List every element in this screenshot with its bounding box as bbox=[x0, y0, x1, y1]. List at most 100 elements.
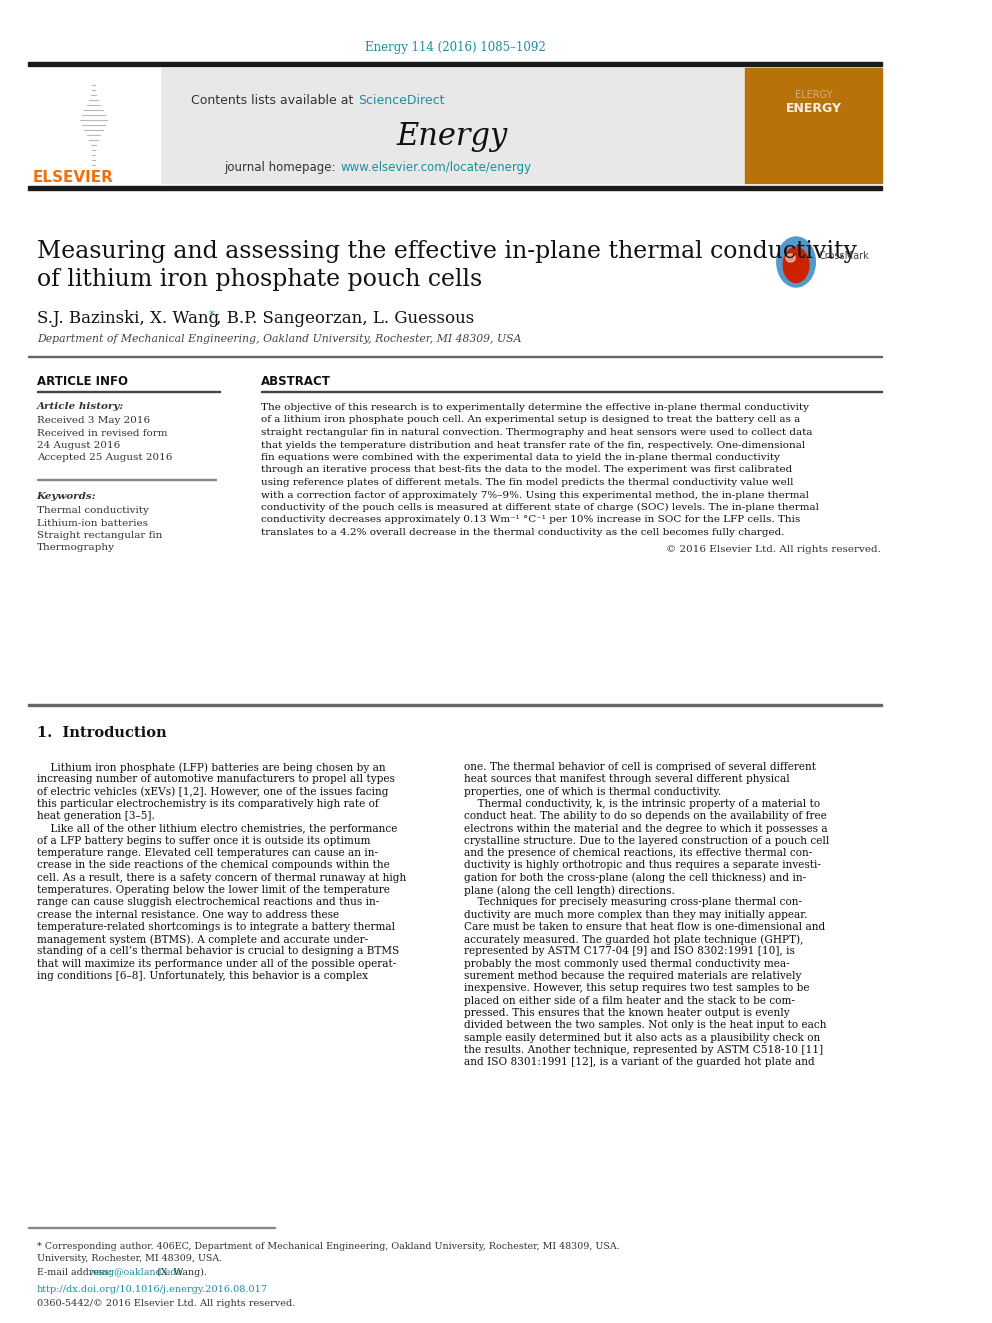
Text: Like all of the other lithium electro chemistries, the performance: Like all of the other lithium electro ch… bbox=[37, 823, 397, 833]
Text: management system (BTMS). A complete and accurate under-: management system (BTMS). A complete and… bbox=[37, 934, 368, 945]
Text: through an iterative process that best-fits the data to the model. The experimen: through an iterative process that best-f… bbox=[261, 466, 793, 475]
Text: wang@oakland.edu: wang@oakland.edu bbox=[89, 1267, 184, 1277]
Text: crystalline structure. Due to the layered construction of a pouch cell: crystalline structure. Due to the layere… bbox=[464, 836, 829, 845]
Text: fin equations were combined with the experimental data to yield the in-plane the: fin equations were combined with the exp… bbox=[261, 452, 781, 462]
Text: Department of Mechanical Engineering, Oakland University, Rochester, MI 48309, U: Department of Mechanical Engineering, Oa… bbox=[37, 333, 521, 344]
Ellipse shape bbox=[784, 247, 808, 283]
Text: Care must be taken to ensure that heat flow is one-dimensional and: Care must be taken to ensure that heat f… bbox=[464, 922, 825, 931]
Text: ing conditions [6–8]. Unfortunately, this behavior is a complex: ing conditions [6–8]. Unfortunately, thi… bbox=[37, 971, 368, 982]
Bar bbox=[28, 62, 882, 66]
Text: ELSEVIER: ELSEVIER bbox=[33, 171, 114, 185]
Text: translates to a 4.2% overall decrease in the thermal conductivity as the cell be: translates to a 4.2% overall decrease in… bbox=[261, 528, 785, 537]
Text: Keywords:: Keywords: bbox=[37, 492, 96, 501]
Text: www.elsevier.com/locate/energy: www.elsevier.com/locate/energy bbox=[340, 161, 532, 175]
Text: that will maximize its performance under all of the possible operat-: that will maximize its performance under… bbox=[37, 959, 396, 968]
Text: heat generation [3–5].: heat generation [3–5]. bbox=[37, 811, 155, 822]
Text: gation for both the cross-plane (along the cell thickness) and in-: gation for both the cross-plane (along t… bbox=[464, 873, 806, 884]
Text: S.J. Bazinski, X. Wang: S.J. Bazinski, X. Wang bbox=[37, 310, 219, 327]
Text: E-mail address:: E-mail address: bbox=[37, 1267, 115, 1277]
Text: surement method because the required materials are relatively: surement method because the required mat… bbox=[464, 971, 802, 982]
Bar bbox=[28, 187, 882, 191]
Text: Contents lists available at: Contents lists available at bbox=[191, 94, 358, 106]
Text: ARTICLE INFO: ARTICLE INFO bbox=[37, 374, 128, 388]
Text: conductivity of the pouch cells is measured at different state of charge (SOC) l: conductivity of the pouch cells is measu… bbox=[261, 503, 819, 512]
Text: Thermal conductivity: Thermal conductivity bbox=[37, 505, 149, 515]
Text: with a correction factor of approximately 7%–9%. Using this experimental method,: with a correction factor of approximatel… bbox=[261, 491, 809, 500]
Text: range can cause sluggish electrochemical reactions and thus in-: range can cause sluggish electrochemical… bbox=[37, 897, 379, 908]
Text: 1.  Introduction: 1. Introduction bbox=[37, 726, 167, 740]
Text: 24 August 2016: 24 August 2016 bbox=[37, 441, 120, 450]
Ellipse shape bbox=[786, 254, 796, 262]
Text: divided between the two samples. Not only is the heat input to each: divided between the two samples. Not onl… bbox=[464, 1020, 826, 1031]
Text: Energy 114 (2016) 1085–1092: Energy 114 (2016) 1085–1092 bbox=[364, 41, 546, 54]
Text: Article history:: Article history: bbox=[37, 402, 124, 411]
Text: this particular electrochemistry is its comparatively high rate of: this particular electrochemistry is its … bbox=[37, 799, 378, 808]
Text: of lithium iron phosphate pouch cells: of lithium iron phosphate pouch cells bbox=[37, 269, 482, 291]
Text: placed on either side of a film heater and the stack to be com-: placed on either side of a film heater a… bbox=[464, 996, 795, 1005]
Text: electrons within the material and the degree to which it possesses a: electrons within the material and the de… bbox=[464, 823, 827, 833]
Text: Techniques for precisely measuring cross-plane thermal con-: Techniques for precisely measuring cross… bbox=[464, 897, 803, 908]
Text: (X. Wang).: (X. Wang). bbox=[154, 1267, 207, 1277]
Text: temperatures. Operating below the lower limit of the temperature: temperatures. Operating below the lower … bbox=[37, 885, 390, 894]
Text: conduct heat. The ability to do so depends on the availability of free: conduct heat. The ability to do so depen… bbox=[464, 811, 826, 822]
Bar bbox=[745, 67, 882, 183]
Text: , B.P. Sangeorzan, L. Guessous: , B.P. Sangeorzan, L. Guessous bbox=[216, 310, 475, 327]
Text: temperature range. Elevated cell temperatures can cause an in-: temperature range. Elevated cell tempera… bbox=[37, 848, 378, 859]
Ellipse shape bbox=[777, 237, 815, 287]
Bar bbox=[161, 67, 745, 183]
Text: * Corresponding author. 406EC, Department of Mechanical Engineering, Oakland Uni: * Corresponding author. 406EC, Departmen… bbox=[37, 1242, 619, 1252]
Text: cell. As a result, there is a safety concern of thermal runaway at high: cell. As a result, there is a safety con… bbox=[37, 873, 406, 882]
Text: temperature-related shortcomings is to integrate a battery thermal: temperature-related shortcomings is to i… bbox=[37, 922, 395, 931]
Text: conductivity decreases approximately 0.13 Wm⁻¹ °C⁻¹ per 10% increase in SOC for : conductivity decreases approximately 0.1… bbox=[261, 516, 801, 524]
Text: ABSTRACT: ABSTRACT bbox=[261, 374, 331, 388]
Text: Lithium-ion batteries: Lithium-ion batteries bbox=[37, 519, 148, 528]
Text: increasing number of automotive manufacturers to propel all types: increasing number of automotive manufact… bbox=[37, 774, 395, 785]
Text: Straight rectangular fin: Straight rectangular fin bbox=[37, 531, 162, 540]
Text: one. The thermal behavior of cell is comprised of several different: one. The thermal behavior of cell is com… bbox=[464, 762, 816, 773]
Text: Thermal conductivity, k, is the intrinsic property of a material to: Thermal conductivity, k, is the intrinsi… bbox=[464, 799, 820, 808]
Text: standing of a cell’s thermal behavior is crucial to designing a BTMS: standing of a cell’s thermal behavior is… bbox=[37, 946, 399, 957]
Text: ENERGY: ENERGY bbox=[786, 102, 841, 115]
Bar bbox=[28, 704, 882, 706]
Text: journal homepage:: journal homepage: bbox=[224, 161, 339, 175]
Bar bbox=[28, 67, 161, 183]
Text: http://dx.doi.org/10.1016/j.energy.2016.08.017: http://dx.doi.org/10.1016/j.energy.2016.… bbox=[37, 1285, 268, 1294]
Text: © 2016 Elsevier Ltd. All rights reserved.: © 2016 Elsevier Ltd. All rights reserved… bbox=[666, 545, 881, 553]
Text: that yields the temperature distribution and heat transfer rate of the fin, resp: that yields the temperature distribution… bbox=[261, 441, 806, 450]
Text: and the presence of chemical reactions, its effective thermal con-: and the presence of chemical reactions, … bbox=[464, 848, 812, 859]
Text: inexpensive. However, this setup requires two test samples to be: inexpensive. However, this setup require… bbox=[464, 983, 809, 994]
Text: Lithium iron phosphate (LFP) batteries are being chosen by an: Lithium iron phosphate (LFP) batteries a… bbox=[37, 762, 385, 773]
Text: and ISO 8301:1991 [12], is a variant of the guarded hot plate and: and ISO 8301:1991 [12], is a variant of … bbox=[464, 1057, 814, 1068]
Text: Accepted 25 August 2016: Accepted 25 August 2016 bbox=[37, 454, 172, 463]
Text: University, Rochester, MI 48309, USA.: University, Rochester, MI 48309, USA. bbox=[37, 1254, 222, 1263]
Text: CrossMark: CrossMark bbox=[818, 251, 869, 261]
Text: crease in the side reactions of the chemical compounds within the: crease in the side reactions of the chem… bbox=[37, 860, 390, 871]
Text: probably the most commonly used thermal conductivity mea-: probably the most commonly used thermal … bbox=[464, 959, 790, 968]
Text: of electric vehicles (xEVs) [1,2]. However, one of the issues facing: of electric vehicles (xEVs) [1,2]. Howev… bbox=[37, 787, 388, 798]
Text: Energy: Energy bbox=[397, 122, 508, 152]
Text: Received 3 May 2016: Received 3 May 2016 bbox=[37, 415, 150, 425]
Text: The objective of this research is to experimentally determine the effective in-p: The objective of this research is to exp… bbox=[261, 404, 809, 411]
Text: ductivity are much more complex than they may initially appear.: ductivity are much more complex than the… bbox=[464, 910, 807, 919]
Bar bbox=[28, 356, 882, 357]
Text: properties, one of which is thermal conductivity.: properties, one of which is thermal cond… bbox=[464, 787, 721, 796]
Text: sample easily determined but it also acts as a plausibility check on: sample easily determined but it also act… bbox=[464, 1032, 820, 1043]
Text: the results. Another technique, represented by ASTM C518-10 [11]: the results. Another technique, represen… bbox=[464, 1045, 823, 1054]
Text: ScienceDirect: ScienceDirect bbox=[358, 94, 445, 106]
Text: *: * bbox=[209, 310, 214, 320]
Text: crease the internal resistance. One way to address these: crease the internal resistance. One way … bbox=[37, 910, 339, 919]
Text: accurately measured. The guarded hot plate technique (GHPT),: accurately measured. The guarded hot pla… bbox=[464, 934, 804, 945]
Text: plane (along the cell length) directions.: plane (along the cell length) directions… bbox=[464, 885, 675, 896]
Text: ductivity is highly orthotropic and thus requires a separate investi-: ductivity is highly orthotropic and thus… bbox=[464, 860, 821, 871]
Text: ELERGY: ELERGY bbox=[795, 90, 832, 101]
Text: of a LFP battery begins to suffer once it is outside its optimum: of a LFP battery begins to suffer once i… bbox=[37, 836, 370, 845]
Text: heat sources that manifest through several different physical: heat sources that manifest through sever… bbox=[464, 774, 790, 785]
Text: of a lithium iron phosphate pouch cell. An experimental setup is designed to tre: of a lithium iron phosphate pouch cell. … bbox=[261, 415, 801, 425]
Text: pressed. This ensures that the known heater output is evenly: pressed. This ensures that the known hea… bbox=[464, 1008, 790, 1017]
Text: represented by ASTM C177-04 [9] and ISO 8302:1991 [10], is: represented by ASTM C177-04 [9] and ISO … bbox=[464, 946, 795, 957]
Text: 0360-5442/© 2016 Elsevier Ltd. All rights reserved.: 0360-5442/© 2016 Elsevier Ltd. All right… bbox=[37, 1299, 295, 1308]
Text: Thermography: Thermography bbox=[37, 544, 115, 553]
Text: Received in revised form: Received in revised form bbox=[37, 429, 168, 438]
Text: using reference plates of different metals. The fin model predicts the thermal c: using reference plates of different meta… bbox=[261, 478, 794, 487]
Text: straight rectangular fin in natural convection. Thermography and heat sensors we: straight rectangular fin in natural conv… bbox=[261, 429, 812, 437]
